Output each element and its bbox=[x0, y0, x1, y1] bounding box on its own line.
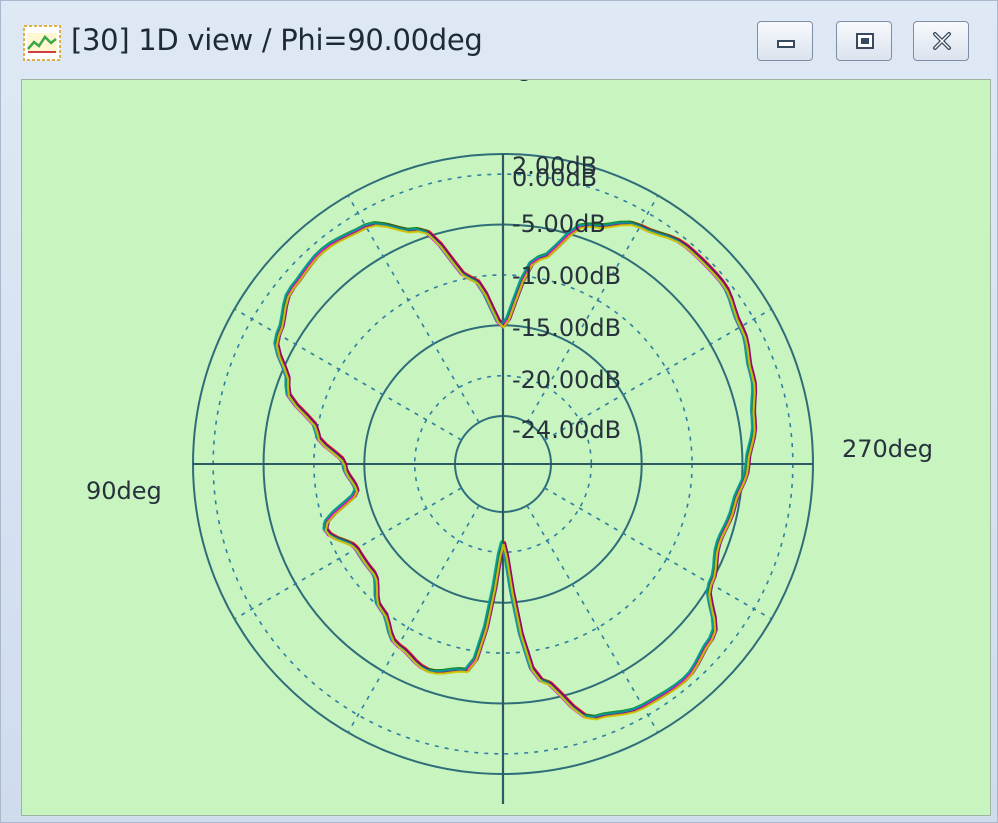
close-icon bbox=[933, 32, 951, 50]
app-chart-icon bbox=[23, 25, 61, 61]
close-button[interactable] bbox=[913, 21, 969, 61]
minimize-icon bbox=[777, 40, 795, 48]
grid-spoke bbox=[234, 308, 462, 441]
series-line bbox=[273, 221, 754, 719]
angle-label-top: 0deg bbox=[472, 80, 533, 82]
radial-tick-label: -24.00dB bbox=[512, 416, 621, 444]
radial-tick-label: 0.00dB bbox=[512, 164, 597, 192]
series-line bbox=[275, 223, 756, 721]
polar-grid bbox=[192, 153, 814, 804]
grid-spoke bbox=[544, 308, 772, 441]
maximize-button[interactable] bbox=[836, 21, 892, 61]
grid-spoke bbox=[526, 505, 659, 733]
window-title: [30] 1D view / Phi=90.00deg bbox=[71, 23, 483, 57]
radial-tick-label: -10.00dB bbox=[512, 262, 621, 290]
angle-label-right: 270deg bbox=[842, 435, 933, 463]
grid-spoke bbox=[347, 195, 480, 423]
radial-tick-label: -5.00dB bbox=[512, 210, 606, 238]
maximize-icon bbox=[856, 33, 874, 49]
plot-area: 2.00dB 0.00dB -5.00dB -10.00dB -15.00dB -20.0… bbox=[21, 79, 991, 816]
grid-spoke bbox=[544, 487, 772, 620]
grid-spoke bbox=[347, 505, 480, 733]
radial-tick-label: -20.00dB bbox=[512, 366, 621, 394]
radial-tick-label: -15.00dB bbox=[512, 314, 621, 342]
radial-tick-label: 2.00dB bbox=[512, 152, 597, 180]
angle-label-left: 90deg bbox=[86, 477, 162, 505]
grid-spoke bbox=[526, 195, 659, 423]
minimize-button[interactable] bbox=[757, 21, 813, 61]
series-layer bbox=[273, 220, 758, 721]
grid-spoke bbox=[234, 487, 462, 620]
title-bar[interactable]: [30] 1D view / Phi=90.00deg bbox=[1, 1, 997, 79]
